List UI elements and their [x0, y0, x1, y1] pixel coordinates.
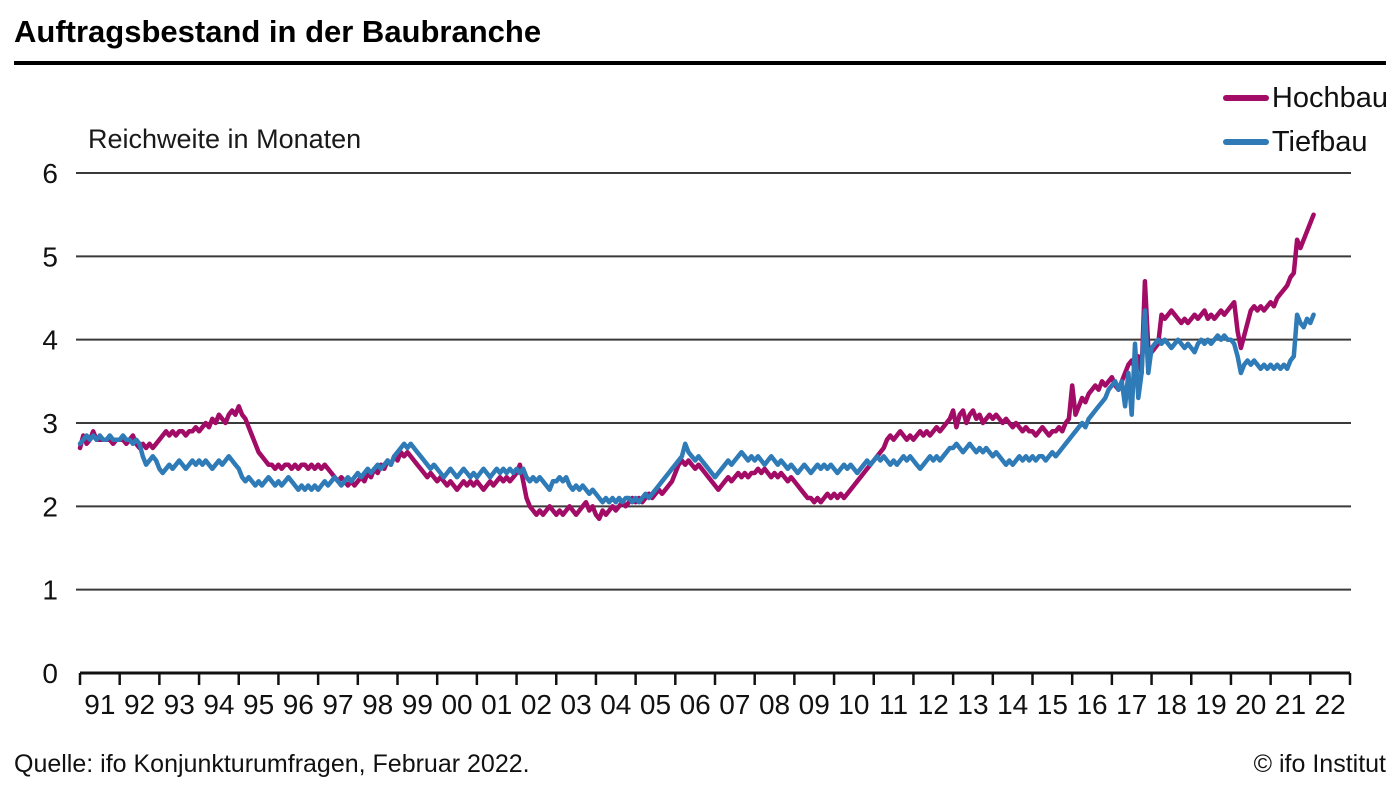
- x-tick-label: 07: [719, 689, 750, 720]
- copyright-note: © ifo Institut: [1253, 750, 1386, 778]
- x-tick-label: 94: [203, 689, 234, 720]
- y-tick-label: 6: [42, 158, 58, 189]
- x-tick-label: 16: [1076, 689, 1107, 720]
- x-tick-label: 01: [481, 689, 512, 720]
- x-tick-label: 13: [957, 689, 988, 720]
- y-tick-label: 5: [42, 241, 58, 272]
- page-title: Auftragsbestand in der Baubranche: [14, 14, 542, 49]
- legend-label-tiefbau: Tiefbau: [1271, 125, 1368, 158]
- hochbau-series-line: [77, 212, 1316, 522]
- x-tick-label: 18: [1156, 689, 1187, 720]
- x-tick-label: 22: [1315, 689, 1346, 720]
- x-tick-label: 08: [759, 689, 790, 720]
- x-tick-label: 91: [84, 689, 115, 720]
- x-tick-label: 21: [1275, 689, 1306, 720]
- x-tick-label: 12: [918, 689, 949, 720]
- y-tick-label: 0: [42, 658, 58, 689]
- tiefbau-series-line: [77, 308, 1316, 505]
- x-tick-label: 98: [362, 689, 393, 720]
- x-tick-label: 93: [164, 689, 195, 720]
- x-tick-label: 19: [1196, 689, 1227, 720]
- x-tick-label: 95: [243, 689, 274, 720]
- y-axis-unit-label: Reichweite in Monaten: [88, 124, 362, 154]
- x-tick-label: 05: [640, 689, 671, 720]
- y-tick-label: 1: [42, 575, 58, 606]
- x-tick-label: 99: [402, 689, 433, 720]
- hochbau-line-swatch-icon: [1222, 95, 1269, 101]
- x-tick-label: 96: [283, 689, 314, 720]
- x-tick-label: 00: [441, 689, 472, 720]
- x-tick-label: 09: [799, 689, 830, 720]
- tiefbau-line-swatch-icon: [1222, 139, 1269, 145]
- x-tick-label: 15: [1037, 689, 1068, 720]
- x-tick-label: 10: [838, 689, 869, 720]
- legend-item-tiefbau: Tiefbau: [1222, 124, 1368, 160]
- title-rule: [14, 61, 1386, 65]
- x-tick-label: 17: [1116, 689, 1147, 720]
- x-tick-label: 06: [680, 689, 711, 720]
- y-tick-label: 2: [42, 491, 58, 522]
- x-tick-label: 92: [124, 689, 155, 720]
- x-tick-label: 04: [600, 689, 631, 720]
- x-tick-label: 14: [997, 689, 1028, 720]
- source-note: Quelle: ifo Konjunkturumfragen, Februar …: [14, 750, 530, 778]
- legend: Hochbau Tiefbau: [1222, 80, 1388, 160]
- y-tick-label: 4: [42, 325, 58, 356]
- x-tick-label: 11: [879, 689, 908, 720]
- x-tick-label: 20: [1235, 689, 1266, 720]
- legend-item-hochbau: Hochbau: [1222, 80, 1388, 116]
- x-tick-label: 02: [521, 689, 552, 720]
- y-tick-label: 3: [42, 408, 58, 439]
- x-tick-label: 97: [322, 689, 353, 720]
- legend-label-hochbau: Hochbau: [1271, 81, 1388, 114]
- x-tick-label: 03: [561, 689, 592, 720]
